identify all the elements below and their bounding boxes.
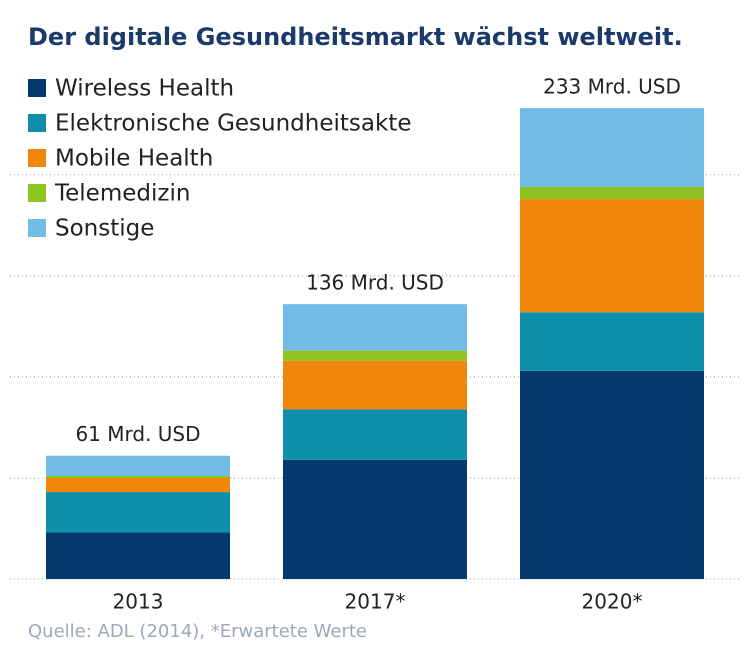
bar-segment: [46, 532, 230, 579]
total-label: 136 Mrd. USD: [306, 271, 444, 295]
total-label: 61 Mrd. USD: [75, 422, 200, 446]
bar-segment: [283, 350, 467, 361]
bar-segment: [520, 370, 704, 579]
legend-swatch: [28, 79, 46, 97]
bar-segment: [46, 477, 230, 493]
legend-swatch: [28, 184, 46, 202]
x-tick-label: 2017*: [345, 590, 406, 614]
bar-segment: [46, 492, 230, 533]
bar-segment: [520, 108, 704, 187]
legend-swatch: [28, 149, 46, 167]
bar-segment: [46, 455, 230, 476]
legend-label: Elektronische Gesundheitsakte: [55, 111, 411, 137]
bar-segment: [283, 360, 467, 410]
bar-segment: [283, 409, 467, 460]
legend-label: Telemedizin: [54, 181, 190, 207]
bar-segment: [520, 186, 704, 200]
legend-swatch: [28, 114, 46, 132]
chart-title: Der digitale Gesundheitsmarkt wächst wel…: [28, 23, 683, 51]
bar-segment: [283, 304, 467, 351]
bar-segment: [46, 475, 230, 478]
x-tick-label: 2020*: [582, 590, 643, 614]
legend-label: Mobile Health: [55, 146, 213, 172]
legend-label: Wireless Health: [55, 76, 234, 102]
total-label: 233 Mrd. USD: [543, 75, 681, 99]
x-tick-label: 2013: [113, 590, 164, 614]
bar-segment: [520, 312, 704, 371]
source-note: Quelle: ADL (2014), *Erwartete Werte: [28, 621, 367, 642]
bar-segment: [283, 459, 467, 579]
legend-label: Sonstige: [55, 216, 154, 242]
legend-swatch: [28, 219, 46, 237]
bar-segment: [520, 199, 704, 313]
